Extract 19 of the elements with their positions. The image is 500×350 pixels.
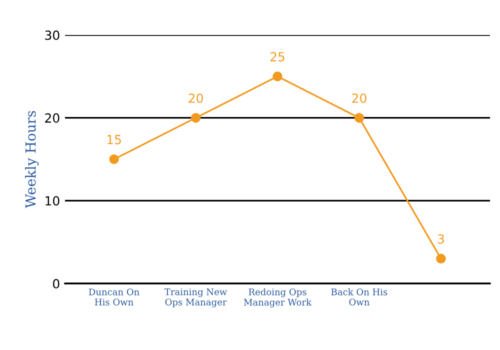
y-tick-label: 20: [45, 113, 60, 123]
data-label: 3: [438, 234, 444, 244]
point: [272, 72, 282, 82]
y-tick-label: 10: [46, 196, 60, 206]
data-label: 20: [352, 93, 366, 103]
data-label: 15: [107, 135, 121, 144]
y-axis-title: Weekly Hours: [25, 111, 39, 208]
x-tick-label: Redoing Ops Manager Work: [244, 288, 312, 308]
point: [109, 154, 119, 164]
point: [436, 254, 446, 264]
point: [354, 112, 364, 123]
x-tick-label: Duncan On His Own: [88, 288, 140, 306]
point: [190, 112, 201, 123]
y-tick-label: 30: [45, 30, 60, 40]
data-label: 25: [270, 52, 284, 62]
data-label: 20: [188, 93, 203, 103]
x-tick-label: Training New Ops Manager: [164, 288, 228, 308]
y-tick-label: 0: [53, 278, 60, 288]
x-tick-label: Back On His Own: [331, 288, 388, 306]
